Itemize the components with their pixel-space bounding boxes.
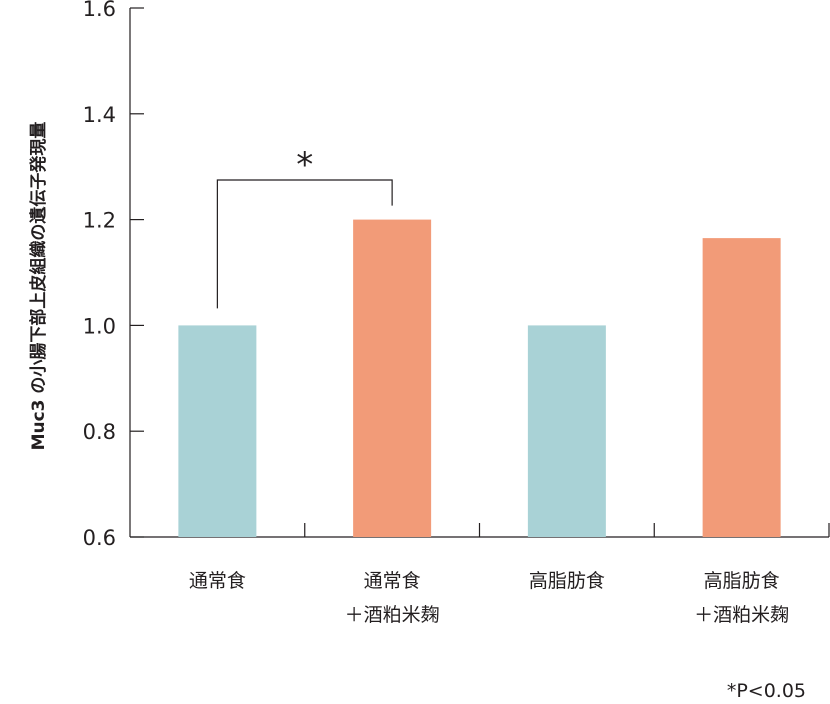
y-tick-label: 1.0 [83,314,116,338]
bar [702,238,781,538]
y-tick-label: 0.6 [83,526,116,550]
x-category-label: ＋酒粕米麹 [345,604,440,626]
x-category-label: 通常食 [189,570,246,592]
y-axis-label: Muc3 の小腸下部上皮組織の遺伝子発現量 [28,122,49,451]
x-axis-labels: 通常食 通常食 ＋酒粕米麹 高脂肪食 高脂肪食 ＋酒粕米麹 [189,570,789,626]
y-tick-label: 1.6 [83,0,116,21]
annotations: * [216,145,393,309]
bar [527,325,606,537]
bar [178,325,257,537]
significance-marker: * [296,145,313,185]
significance-bracket [216,179,393,309]
x-category-label: 高脂肪食 [704,570,780,592]
significance-footnote: *P<0.05 [727,680,806,702]
y-tick-label: 1.4 [83,103,116,127]
axes: 0.6 0.8 1.0 1.2 1.4 1.6 [83,0,830,550]
bars [178,219,781,538]
y-tick-label: 1.2 [83,209,116,233]
bar [353,219,432,537]
x-category-label: 通常食 [364,570,421,592]
y-tick-label: 0.8 [83,420,116,444]
x-category-label: 高脂肪食 [529,570,605,592]
x-category-label: ＋酒粕米麹 [694,604,789,626]
